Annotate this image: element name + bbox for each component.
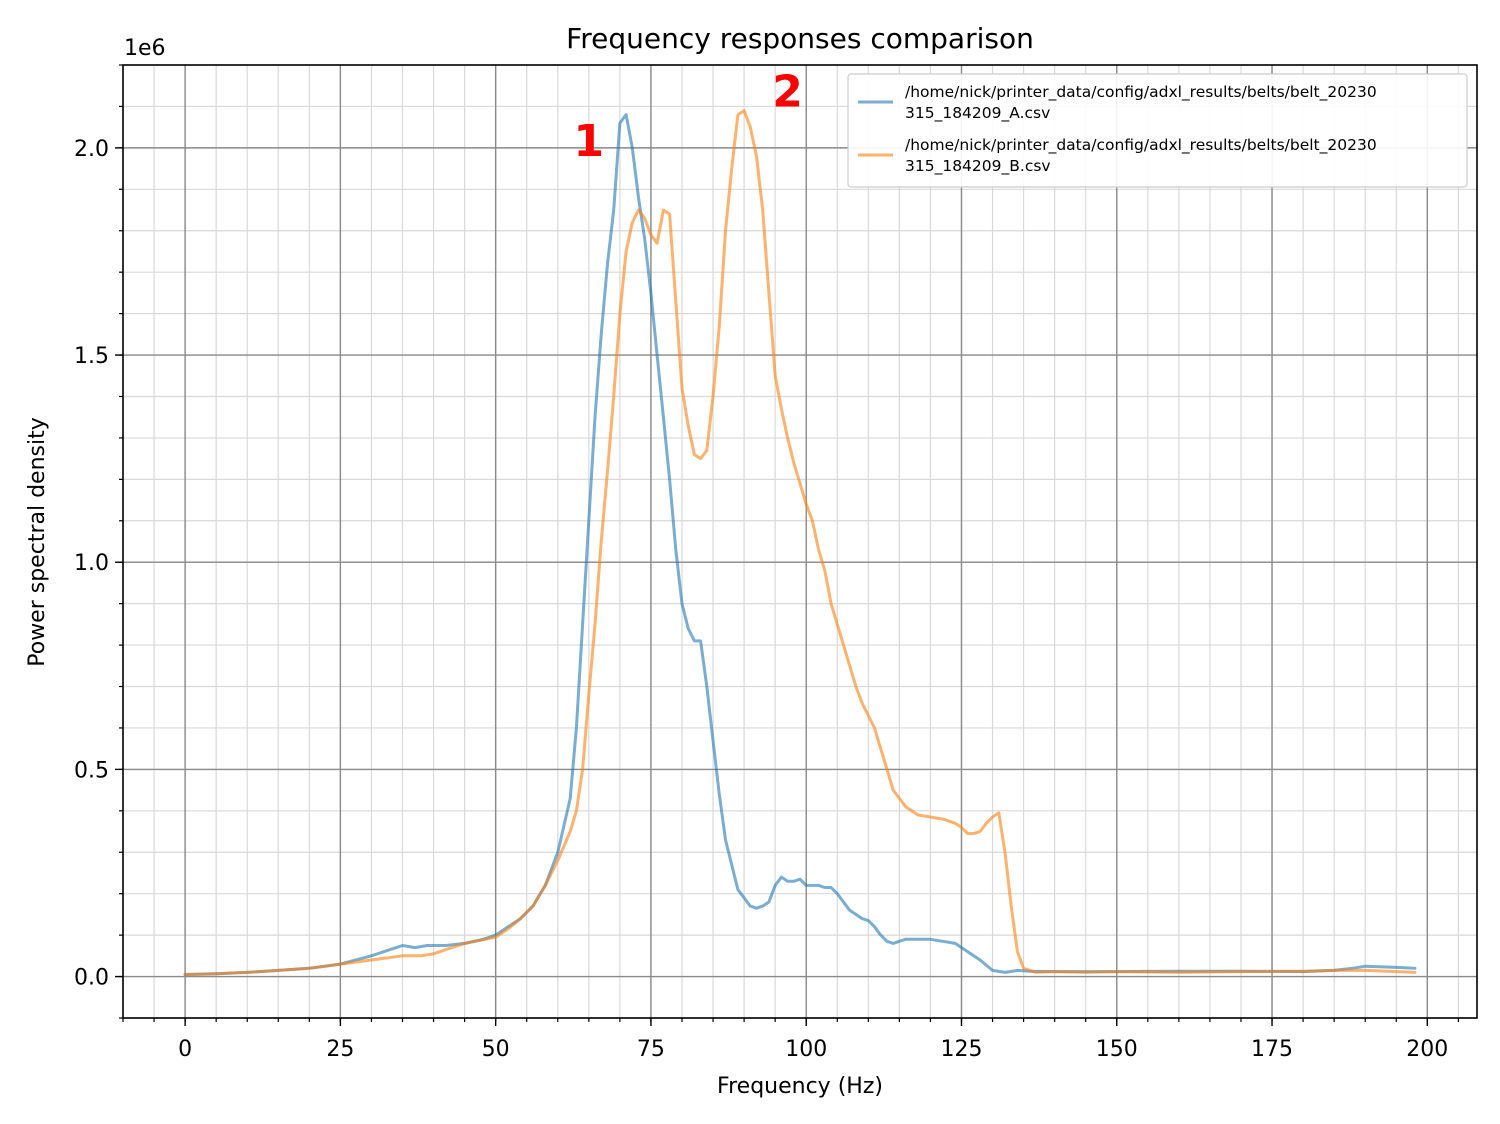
chart-title: Frequency responses comparison	[566, 22, 1034, 55]
series-layer	[183, 109, 1417, 976]
annotation-layer: 12	[574, 66, 803, 167]
axis-ticks: 0 25 50 75 100 125 150 175 200 0.0 0.5 1.0 1.5 2.0	[74, 64, 1459, 1062]
x-tick-label: 100	[785, 1037, 827, 1062]
legend-label-series-b-line1: /home/nick/printer_data/config/adxl_resu…	[905, 136, 1377, 155]
x-tick-label: 175	[1251, 1037, 1293, 1062]
y-offset-text: 1e6	[124, 36, 166, 61]
series-line-b	[183, 109, 1417, 976]
x-tick-label: 75	[637, 1037, 665, 1062]
y-tick-label: 0.0	[74, 966, 109, 991]
legend: /home/nick/printer_data/config/adxl_resu…	[847, 73, 1468, 188]
y-tick-label: 1.5	[74, 344, 109, 369]
major-grid	[123, 65, 1477, 1018]
peak-annotation-1: 1	[574, 116, 605, 167]
y-tick-label: 0.5	[74, 758, 109, 783]
y-tick-label: 2.0	[74, 137, 109, 162]
x-tick-label: 200	[1406, 1037, 1448, 1062]
plot-area-frame	[122, 64, 1478, 1019]
legend-box	[847, 73, 1468, 188]
legend-label-series-a-line2: 315_184209_A.csv	[905, 104, 1050, 123]
x-tick-label: 0	[178, 1037, 192, 1062]
legend-label-series-b-line2: 315_184209_B.csv	[905, 157, 1051, 176]
x-tick-label: 25	[326, 1037, 354, 1062]
x-tick-label: 125	[940, 1037, 982, 1062]
x-tick-label: 150	[1096, 1037, 1138, 1062]
x-axis-label: Frequency (Hz)	[717, 1074, 883, 1099]
y-tick-label: 1.0	[74, 551, 109, 576]
y-axis-label: Power spectral density	[25, 417, 50, 667]
x-tick-label: 50	[482, 1037, 510, 1062]
legend-label-series-a-line1: /home/nick/printer_data/config/adxl_resu…	[905, 83, 1377, 102]
peak-annotation-2: 2	[772, 66, 803, 117]
